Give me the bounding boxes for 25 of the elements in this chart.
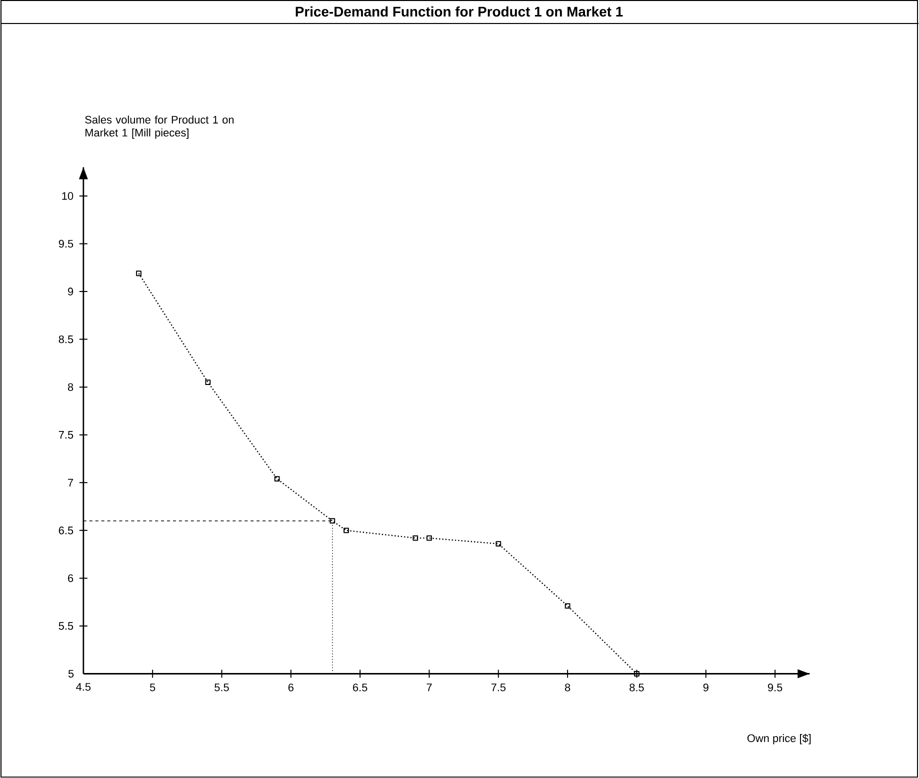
y-tick-label: 10: [62, 192, 74, 200]
y-tick-label: 5: [68, 670, 74, 678]
y-tick-label: 7: [68, 479, 74, 487]
y-tick-label: 7.5: [58, 431, 74, 439]
y-axis-title: Sales volume for Product 1 on Market 1 [Mill pieces]: [85, 116, 234, 139]
y-tick-label: 9.5: [58, 240, 74, 248]
y-tick-label: 9: [68, 288, 74, 296]
x-tick-label: 5: [150, 684, 156, 692]
x-tick-label: 6.5: [353, 684, 368, 692]
y-tick-label: 6: [68, 574, 74, 582]
x-tick-label: 8.5: [630, 684, 644, 692]
y-tick-label: 8.5: [58, 336, 74, 344]
x-tick-label: 7: [426, 684, 432, 692]
x-tick-label: 9: [703, 684, 708, 692]
x-tick-label: 8: [564, 684, 570, 692]
x-axis-title: Own price [$]: [747, 734, 811, 744]
y-tick-label: 5.5: [58, 622, 74, 630]
x-tick-label: 7.5: [491, 684, 506, 692]
chart-title: Price-Demand Function for Product 1 on Market 1: [296, 6, 623, 17]
x-tick-label: 5.5: [214, 684, 229, 692]
x-tick-label: 6: [288, 684, 294, 692]
x-tick-label: 4.5: [76, 683, 91, 691]
y-tick-label: 8: [68, 383, 74, 392]
y-tick-label: 6.5: [58, 526, 74, 534]
x-tick-label: 9.5: [768, 684, 782, 692]
